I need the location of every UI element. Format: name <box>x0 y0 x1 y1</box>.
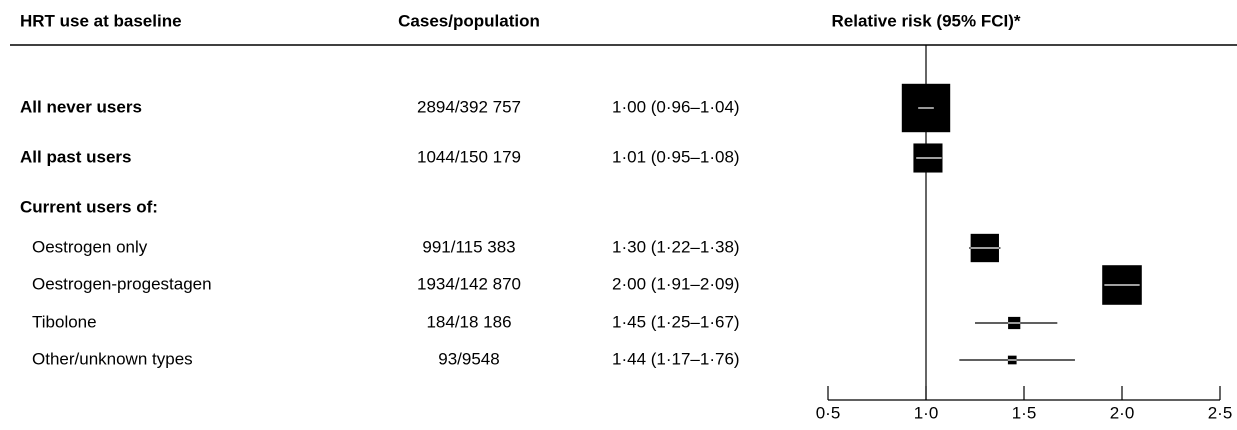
relative-risk: 2·00 (1·91–2·09) <box>612 274 740 293</box>
x-tick-label: 0·5 <box>816 403 841 422</box>
relative-risk: 1·44 (1·17–1·76) <box>612 349 740 368</box>
cases-population: 1044/150 179 <box>417 147 521 166</box>
row-label: Tibolone <box>32 312 97 331</box>
column-header: Cases/population <box>398 11 540 30</box>
x-tick-label: 1·0 <box>914 403 939 422</box>
relative-risk: 1·01 (0·95–1·08) <box>612 147 740 166</box>
row-label: Current users of: <box>20 197 158 216</box>
row-label: Oestrogen only <box>32 237 148 256</box>
row-label: Other/unknown types <box>32 349 193 368</box>
cases-population: 991/115 383 <box>422 237 515 256</box>
row-label: All never users <box>20 97 142 116</box>
cases-population: 1934/142 870 <box>417 274 521 293</box>
x-tick-label: 2·0 <box>1110 403 1135 422</box>
x-tick-label: 2·5 <box>1208 403 1233 422</box>
row-label: All past users <box>20 147 132 166</box>
cases-population: 2894/392 757 <box>417 97 521 116</box>
relative-risk: 1·45 (1·25–1·67) <box>612 312 740 331</box>
cases-population: 184/18 186 <box>426 312 511 331</box>
cases-population: 93/9548 <box>438 349 499 368</box>
x-tick-label: 1·5 <box>1012 403 1037 422</box>
relative-risk: 1·00 (0·96–1·04) <box>612 97 740 116</box>
column-header: Relative risk (95% FCI)* <box>832 11 1021 30</box>
row-label: Oestrogen-progestagen <box>32 274 212 293</box>
relative-risk: 1·30 (1·22–1·38) <box>612 237 740 256</box>
column-header: HRT use at baseline <box>20 11 182 30</box>
